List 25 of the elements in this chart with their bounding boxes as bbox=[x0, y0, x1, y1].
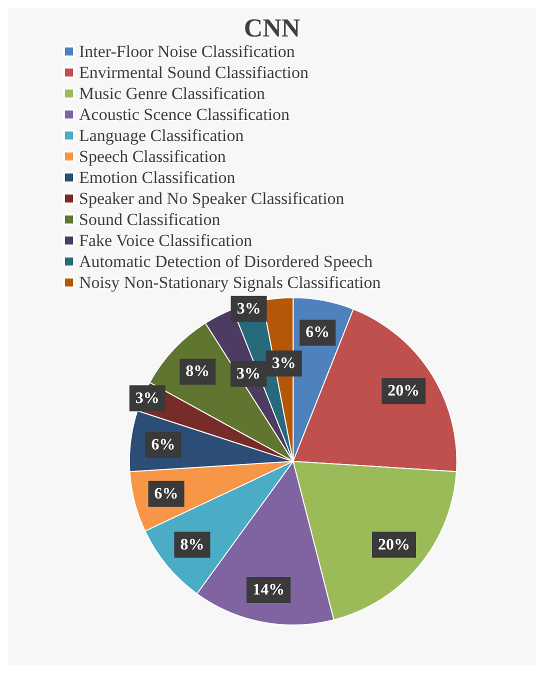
data-label: 20% bbox=[388, 382, 420, 400]
data-label: 6% bbox=[306, 324, 330, 342]
legend-label: Fake Voice Classification bbox=[79, 231, 253, 250]
legend-label: Sound Classification bbox=[79, 210, 221, 229]
legend-label: Noisy Non-Stationary Signals Classification bbox=[79, 273, 382, 292]
legend-label: Automatic Detection of Disordered Speech bbox=[79, 252, 374, 271]
data-label: 20% bbox=[378, 536, 410, 554]
data-label: 3% bbox=[272, 355, 296, 372]
data-label: 3% bbox=[236, 365, 261, 382]
data-label: 8% bbox=[186, 363, 210, 380]
chart-title: CNN bbox=[244, 14, 300, 42]
data-label: 6% bbox=[151, 436, 176, 454]
legend-label: Language Classification bbox=[79, 126, 244, 145]
data-label: 3% bbox=[236, 300, 261, 318]
data-label: 8% bbox=[180, 536, 204, 554]
legend-label: Speech Classification bbox=[79, 147, 226, 166]
legend-label: Acoustic Scence Classification bbox=[79, 105, 290, 124]
legend-label: Envirmental Sound Classifiaction bbox=[79, 63, 309, 82]
legend-label: Emotion Classification bbox=[79, 168, 236, 187]
legend-label: Speaker and No Speaker Classification bbox=[79, 189, 345, 208]
legend-label: Inter-Floor Noise Classification bbox=[79, 42, 296, 61]
data-label: 6% bbox=[154, 485, 178, 502]
data-label: 14% bbox=[252, 581, 285, 598]
legend-label: Music Genre Classification bbox=[79, 84, 266, 103]
data-label: 3% bbox=[135, 390, 160, 407]
